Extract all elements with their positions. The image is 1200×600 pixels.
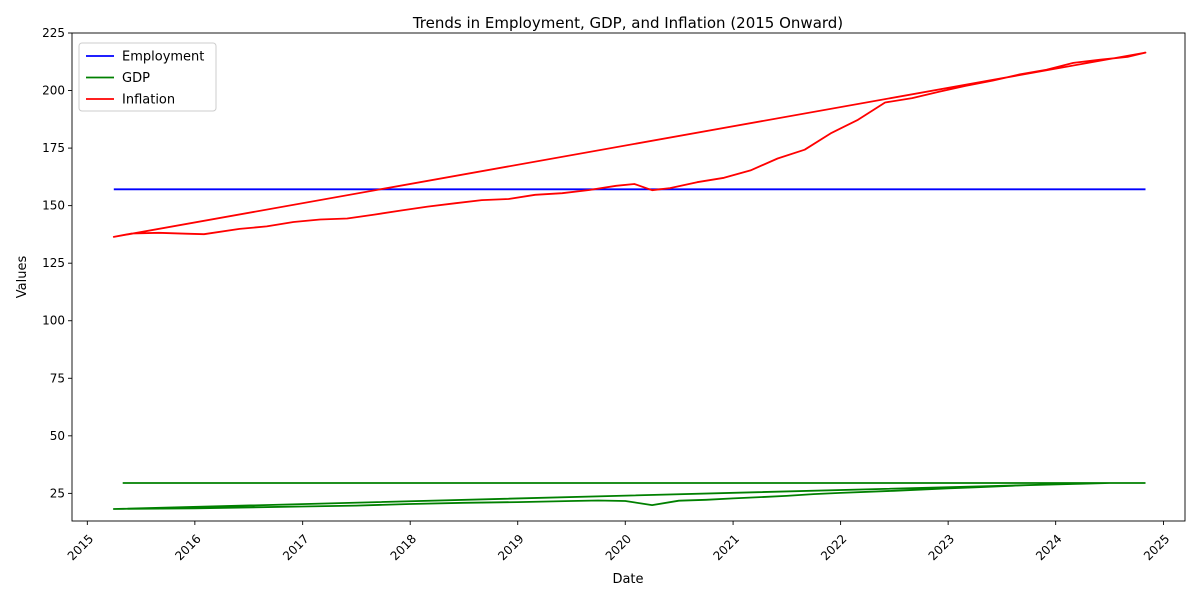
x-tick-label: 2015	[65, 532, 96, 563]
x-tick-label: 2016	[172, 532, 203, 563]
series-line-inflation	[112, 51, 1147, 238]
legend-label-inflation: Inflation	[122, 93, 175, 108]
y-tick-label: 100	[42, 314, 65, 328]
x-tick-label: 2023	[926, 532, 957, 563]
chart-title: Trends in Employment, GDP, and Inflation…	[412, 14, 843, 32]
y-axis-label: Values	[15, 256, 30, 299]
x-tick-label: 2021	[711, 532, 742, 563]
legend-box	[78, 42, 217, 112]
plot-frame	[71, 32, 1186, 522]
y-tick-label: 175	[42, 141, 65, 155]
x-tick-label: 2022	[818, 532, 849, 563]
series-layer	[112, 51, 1147, 510]
series-line-gdp	[112, 482, 1146, 510]
y-tick-label: 25	[50, 486, 65, 500]
x-tick-label: 2018	[388, 532, 419, 563]
y-tick-label: 125	[42, 256, 65, 270]
x-axis-label: Date	[612, 572, 643, 587]
x-axis: 2015 2016 2017 2018 2019 2020 2021 2022 2023 2024…	[65, 521, 1172, 563]
y-tick-label: 225	[42, 26, 65, 40]
legend-label-employment: Employment	[122, 50, 204, 65]
x-tick-label: 2025	[1141, 532, 1172, 563]
y-axis: 25 50 75 100 125 150 175 200 225	[42, 26, 72, 500]
y-tick-label: 150	[42, 199, 65, 213]
x-tick-label: 2019	[495, 532, 526, 563]
y-tick-label: 200	[42, 84, 65, 98]
y-tick-label: 50	[50, 429, 65, 443]
x-tick-label: 2024	[1033, 532, 1064, 563]
x-tick-label: 2017	[280, 532, 311, 563]
legend-label-gdp: GDP	[122, 71, 150, 86]
x-tick-label: 2020	[603, 532, 634, 563]
legend: Employment GDP Inflation	[78, 42, 217, 112]
y-tick-label: 75	[50, 371, 65, 385]
